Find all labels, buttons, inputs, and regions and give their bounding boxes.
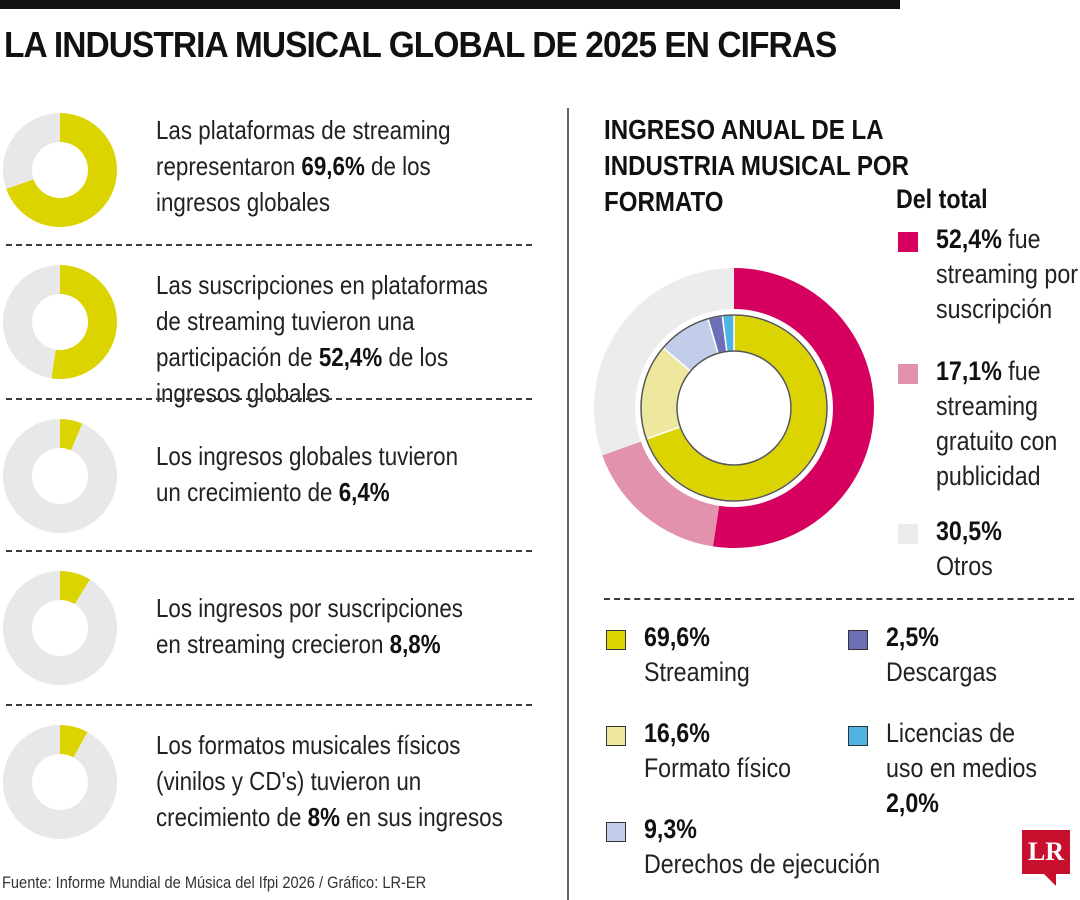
legend-item-subscription: 52,4% fue streaming por suscripción (936, 222, 1080, 327)
legend-swatch-downloads (848, 630, 868, 650)
column-divider (567, 108, 569, 900)
legend-swatch-streaming (606, 630, 626, 650)
mini-donut-chart (3, 265, 118, 379)
stat-text-post: de los ingresos globales (156, 151, 431, 217)
stat-row-subscriptions: Las suscripciones en plataformas de stre… (0, 264, 540, 408)
mini-donut-chart (3, 419, 118, 533)
outer-slice-1 (602, 441, 720, 547)
mini-donut-chart (2, 571, 117, 685)
legend-label: Formato físico (644, 753, 792, 783)
stat-text-post: en sus ingresos (339, 802, 503, 832)
legend-label: Descargas (886, 657, 997, 687)
donut-track (3, 265, 60, 379)
donut-value-arc (60, 571, 90, 605)
dashed-divider (6, 550, 532, 552)
stat-value: 69,6% (301, 151, 365, 181)
donut-track (3, 725, 117, 839)
outer-ring-edge (640, 314, 828, 502)
donut-value-arc (6, 113, 117, 227)
legend-swatch-physical (606, 726, 626, 746)
stat-text-pre: Los formatos musicales físicos (vinilos … (156, 730, 461, 832)
stat-text: Los ingresos globales tuvieron un crecim… (156, 438, 483, 510)
legend-swatch-subscription (898, 232, 918, 252)
legend-value: 16,6% (644, 718, 710, 748)
legend-value: 69,6% (644, 622, 710, 652)
dashed-divider (6, 398, 532, 400)
chart-title: INGRESO ANUAL DE LA INDUSTRIA MUSICAL PO… (604, 114, 910, 217)
mini-donut-chart (3, 725, 117, 839)
stat-value: 52,4% (318, 342, 383, 372)
legend-value: 52,4% (936, 224, 1002, 254)
legend-label: fue streaming por suscripción (936, 224, 1078, 324)
legend-value: 9,3% (644, 814, 697, 844)
stat-text-post: de los ingresos globales (156, 342, 449, 408)
format-donut-chart (594, 268, 875, 548)
legend-swatch-ad-supported (898, 364, 918, 384)
legend-swatch-others (898, 524, 918, 544)
top-rule (0, 0, 900, 9)
donut-value-arc (51, 265, 118, 379)
donut-value-arc (60, 419, 83, 451)
outer-slice-2 (594, 268, 734, 456)
stat-value: 8,8% (389, 629, 441, 659)
donut-track (3, 419, 118, 533)
legend-label: fue streaming gratuito con publicidad (936, 356, 1058, 491)
legend-heading: Del total (896, 184, 988, 214)
legend-label: Streaming (644, 657, 750, 687)
legend-value: 30,5% (936, 516, 1002, 546)
mini-donut-chart (2, 113, 117, 227)
source-note: Fuente: Informe Mundial de Música del If… (2, 873, 427, 892)
legend-label: Licencias de uso en medios (886, 718, 1038, 783)
legend-item-physical: 16,6% Formato físico (644, 716, 833, 786)
legend-value: 17,1% (936, 356, 1002, 386)
legend-item-performance-rights: 9,3% Derechos de ejecución (644, 812, 885, 882)
stat-value: 6,4% (338, 477, 390, 507)
legend-item-streaming: 69,6% Streaming (644, 620, 833, 690)
stat-text-pre: Las plataformas de streaming representar… (156, 115, 451, 181)
donut-value-arc (60, 725, 88, 758)
donut-track (2, 571, 117, 685)
stat-text: Los ingresos por suscripciones en stream… (156, 590, 483, 662)
stat-text-pre: Las suscripciones en plataformas de stre… (156, 270, 488, 372)
legend-swatch-performance-rights (606, 822, 626, 842)
legend-value: 2,0% (886, 788, 939, 818)
stat-row-physical-formats: Los formatos musicales físicos (vinilos … (0, 724, 540, 854)
stat-text: Las suscripciones en plataformas de stre… (156, 267, 500, 411)
legend-item-ad-supported: 17,1% fue streaming gratuito con publici… (936, 354, 1080, 494)
logo-tail (1044, 874, 1056, 886)
lr-logo: LR (1022, 830, 1070, 874)
legend-label: Derechos de ejecución (644, 849, 881, 879)
stat-row-subscription-growth: Los ingresos por suscripciones en stream… (0, 570, 540, 700)
stat-text-pre: Los ingresos globales tuvieron un crecim… (156, 441, 459, 507)
dashed-divider (6, 244, 532, 246)
inner-ring-edge (676, 350, 792, 466)
stat-value: 8% (307, 802, 340, 832)
stat-text: Los formatos musicales físicos (vinilos … (156, 727, 517, 835)
dashed-divider (604, 598, 1074, 600)
page-title: LA INDUSTRIA MUSICAL GLOBAL DE 2025 EN C… (4, 24, 837, 65)
stat-text-pre: Los ingresos por suscripciones en stream… (156, 593, 463, 659)
dashed-divider (6, 704, 532, 706)
outer-slice-0 (712, 268, 875, 548)
legend-item-others: 30,5% Otros (936, 514, 1080, 584)
legend-item-downloads: 2,5% Descargas (886, 620, 1058, 690)
stat-text: Las plataformas de streaming representar… (156, 112, 500, 220)
legend-label: Otros (936, 551, 993, 581)
stat-row-global-growth: Los ingresos globales tuvieron un crecim… (0, 418, 540, 548)
legend-value: 2,5% (886, 622, 939, 652)
legend-item-sync-licensing: Licencias de uso en medios 2,0% (886, 716, 1058, 821)
donut-track (2, 113, 60, 189)
stat-row-streaming: Las plataformas de streaming representar… (0, 110, 540, 240)
legend-swatch-sync-licensing (848, 726, 868, 746)
